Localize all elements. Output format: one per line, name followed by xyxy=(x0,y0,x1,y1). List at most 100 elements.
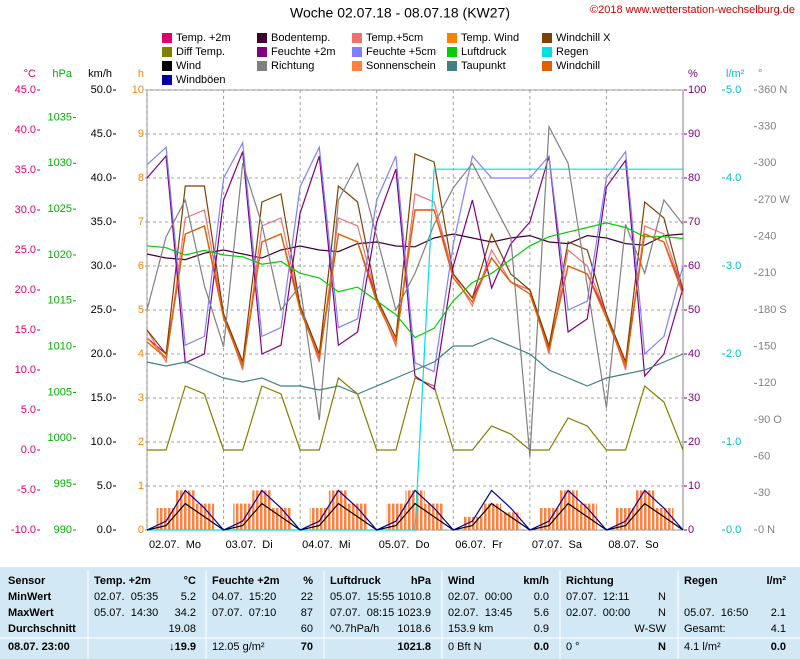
axis-unit: °C xyxy=(24,68,36,80)
y-tick-label: 995 xyxy=(54,478,72,490)
table-header-unit: km/h xyxy=(523,575,549,587)
legend-swatch xyxy=(542,33,552,43)
sunshine-bar xyxy=(271,508,291,530)
y-tick-label: 7 xyxy=(138,216,144,228)
y-tick-label: 10 xyxy=(132,84,144,96)
legend-swatch xyxy=(162,33,172,43)
table-value: 4.1 xyxy=(771,623,786,635)
y-tick-label: 35.0 xyxy=(15,164,36,176)
y-tick-label: 1035 xyxy=(48,111,72,123)
copyright: ©2018 www.wetterstation-wechselburg.de xyxy=(590,4,795,16)
y-tick-label: 20 xyxy=(688,436,700,448)
y-tick-label: 1005 xyxy=(48,386,72,398)
table-value: ↓19.9 xyxy=(169,641,196,653)
y-tick-label: -10.0 xyxy=(11,524,36,536)
y-tick-label: 1020 xyxy=(48,249,72,261)
y-tick-label: 0 N xyxy=(758,524,775,536)
y-tick-label: 20.0 xyxy=(15,284,36,296)
table-value: 34.2 xyxy=(175,607,196,619)
table-background xyxy=(0,567,800,659)
y-tick-label: 40.0 xyxy=(91,172,112,184)
y-tick-label: 1030 xyxy=(48,157,72,169)
axis-unit: % xyxy=(688,68,698,80)
table-value: W-SW xyxy=(634,623,666,635)
y-tick-label: 40.0 xyxy=(15,124,36,136)
y-tick-label: 40 xyxy=(688,348,700,360)
x-tick-label: 07.07. Sa xyxy=(532,539,583,551)
axis-unit: km/h xyxy=(88,68,112,80)
legend-label: Richtung xyxy=(271,60,314,72)
y-tick-label: 8 xyxy=(138,172,144,184)
table-value: 1023.9 xyxy=(397,607,431,619)
legend-label: Diff Temp. xyxy=(176,46,225,58)
table-cell: 07.07. 12:11 xyxy=(566,591,629,603)
y-tick-label: 30 xyxy=(758,487,770,499)
legend-label: Temp. Wind xyxy=(461,32,519,44)
y-tick-label: 120 xyxy=(758,377,776,389)
y-tick-label: 270 W xyxy=(758,194,790,206)
table-value: 1021.8 xyxy=(397,641,431,653)
table-header: Wind xyxy=(448,575,475,587)
table-header-unit: % xyxy=(303,575,313,587)
y-tick-label: 2 xyxy=(138,436,144,448)
row-label: Durchschnitt xyxy=(8,623,76,635)
legend-swatch xyxy=(542,47,552,57)
y-tick-label: 4.0 xyxy=(726,172,741,184)
row-label: 08.07. 23:00 xyxy=(8,641,70,653)
y-tick-label: 25.0 xyxy=(15,244,36,256)
y-tick-label: 0 xyxy=(688,524,694,536)
table-value: 22 xyxy=(301,591,313,603)
y-tick-label: 1025 xyxy=(48,203,72,215)
row-label: MaxWert xyxy=(8,607,54,619)
table-value: 5.6 xyxy=(534,607,549,619)
axis-unit: hPa xyxy=(52,68,72,80)
x-tick-label: 08.07. So xyxy=(608,539,658,551)
y-tick-label: 90 xyxy=(688,128,700,140)
sunshine-bar xyxy=(252,490,272,530)
y-tick-label: 2.0 xyxy=(726,348,741,360)
table-header: Feuchte +2m xyxy=(212,575,280,587)
sunshine-bar xyxy=(328,490,348,530)
y-tick-label: 1 xyxy=(138,480,144,492)
legend-label: Windchill X xyxy=(556,32,611,44)
legend-swatch xyxy=(352,33,362,43)
y-tick-label: 5.0 xyxy=(21,404,36,416)
y-tick-label: 0.0 xyxy=(97,524,112,536)
legend-swatch xyxy=(447,33,457,43)
sunshine-bar xyxy=(558,490,578,530)
y-tick-label: 45.0 xyxy=(91,128,112,140)
sunshine-bar xyxy=(501,512,521,530)
y-tick-label: 90 O xyxy=(758,414,782,426)
legend-swatch xyxy=(257,47,267,57)
legend-swatch xyxy=(542,61,552,71)
y-tick-label: 30.0 xyxy=(91,260,112,272)
x-tick-label: 02.07. Mo xyxy=(149,539,201,551)
x-tick-label: 05.07. Do xyxy=(379,539,430,551)
y-tick-label: 0.0 xyxy=(726,524,741,536)
y-tick-label: 990 xyxy=(54,524,72,536)
table-cell: 12.05 g/m² xyxy=(212,641,265,653)
x-tick-label: 06.07. Fr xyxy=(455,539,502,551)
legend-label: Feuchte +2m xyxy=(271,46,336,58)
y-tick-label: 80 xyxy=(688,172,700,184)
legend-swatch xyxy=(257,61,267,71)
table-cell: 0 ° xyxy=(566,641,580,653)
table-cell: 05.07. 15:55 xyxy=(330,591,394,603)
table-value: 2.1 xyxy=(771,607,786,619)
table-cell: 4.1 l/m² xyxy=(684,641,721,653)
table-value: N xyxy=(658,591,666,603)
legend-label: Windböen xyxy=(176,74,226,86)
table-header-unit: l/m² xyxy=(766,575,786,587)
y-tick-label: 5.0 xyxy=(97,480,112,492)
y-tick-label: 60 xyxy=(688,260,700,272)
table-header: Temp. +2m xyxy=(94,575,151,587)
legend-swatch xyxy=(447,47,457,57)
table-value: N xyxy=(658,641,666,653)
legend-swatch xyxy=(257,33,267,43)
legend-label: Windchill xyxy=(556,60,600,72)
table-cell: 07.07. 07:10 xyxy=(212,607,276,619)
legend-swatch xyxy=(162,61,172,71)
table-cell: 07.07. 08:15 xyxy=(330,607,394,619)
y-tick-label: 6 xyxy=(138,260,144,272)
